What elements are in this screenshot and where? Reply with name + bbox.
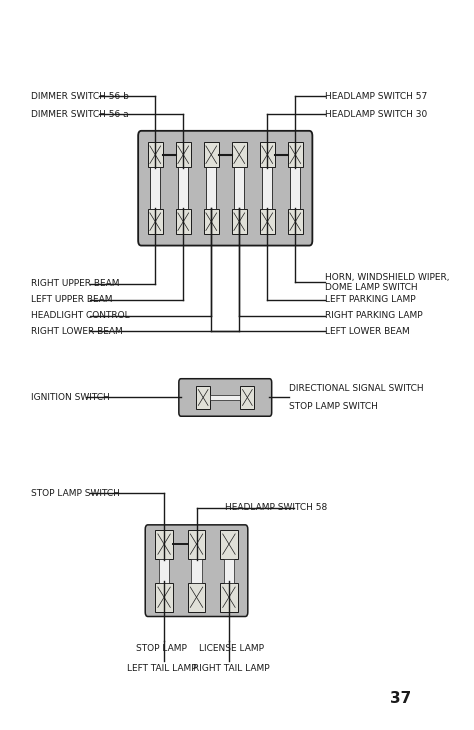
Text: HEADLIGHT CONTROL: HEADLIGHT CONTROL [31,311,129,320]
Bar [206,167,216,209]
Bar [220,529,238,558]
Bar [232,209,247,234]
Bar [196,386,210,409]
Bar [210,395,240,400]
Bar [175,142,191,167]
Bar [159,558,169,583]
Bar [147,209,163,234]
Bar [288,142,303,167]
FancyBboxPatch shape [145,525,248,617]
Bar [155,529,173,558]
Bar [288,209,303,234]
Bar [191,558,202,583]
Text: LEFT TAIL LAMP: LEFT TAIL LAMP [127,664,197,673]
Text: STOP LAMP SWITCH: STOP LAMP SWITCH [290,402,378,412]
Text: RIGHT PARKING LAMP: RIGHT PARKING LAMP [325,311,422,320]
Bar [290,167,301,209]
Text: DIMMER SWITCH 56 b: DIMMER SWITCH 56 b [31,92,128,101]
Bar [203,142,219,167]
Text: RIGHT TAIL LAMP: RIGHT TAIL LAMP [193,664,269,673]
Bar [224,558,234,583]
Bar [188,583,205,612]
Bar [220,583,238,612]
Text: STOP LAMP: STOP LAMP [137,644,187,653]
Text: IGNITION SWITCH: IGNITION SWITCH [31,393,109,402]
Text: LEFT PARKING LAMP: LEFT PARKING LAMP [325,295,415,304]
Text: HORN, WINDSHIELD WIPER,
DOME LAMP SWITCH: HORN, WINDSHIELD WIPER, DOME LAMP SWITCH [325,273,449,292]
Bar [260,209,275,234]
Bar [150,167,160,209]
Bar [262,167,272,209]
Text: DIMMER SWITCH 56 a: DIMMER SWITCH 56 a [31,110,128,119]
Text: RIGHT LOWER BEAM: RIGHT LOWER BEAM [31,327,122,336]
Bar [260,142,275,167]
Text: HEADLAMP SWITCH 30: HEADLAMP SWITCH 30 [325,110,427,119]
Bar [147,142,163,167]
Text: DIRECTIONAL SIGNAL SWITCH: DIRECTIONAL SIGNAL SWITCH [290,383,424,393]
Bar [234,167,244,209]
Bar [175,209,191,234]
Text: LEFT LOWER BEAM: LEFT LOWER BEAM [325,327,410,336]
FancyBboxPatch shape [138,131,312,245]
Bar [188,529,205,558]
Text: HEADLAMP SWITCH 58: HEADLAMP SWITCH 58 [225,503,328,512]
Text: HEADLAMP SWITCH 57: HEADLAMP SWITCH 57 [325,92,427,101]
Bar [178,167,188,209]
Text: LICENSE LAMP: LICENSE LAMP [199,644,264,653]
Bar [203,209,219,234]
Text: 37: 37 [390,691,411,706]
Text: LEFT UPPER BEAM: LEFT UPPER BEAM [31,295,112,304]
Bar [232,142,247,167]
FancyBboxPatch shape [179,379,272,416]
Bar [240,386,255,409]
Text: STOP LAMP SWITCH: STOP LAMP SWITCH [31,488,119,498]
Bar [155,583,173,612]
Text: RIGHT UPPER BEAM: RIGHT UPPER BEAM [31,280,119,288]
